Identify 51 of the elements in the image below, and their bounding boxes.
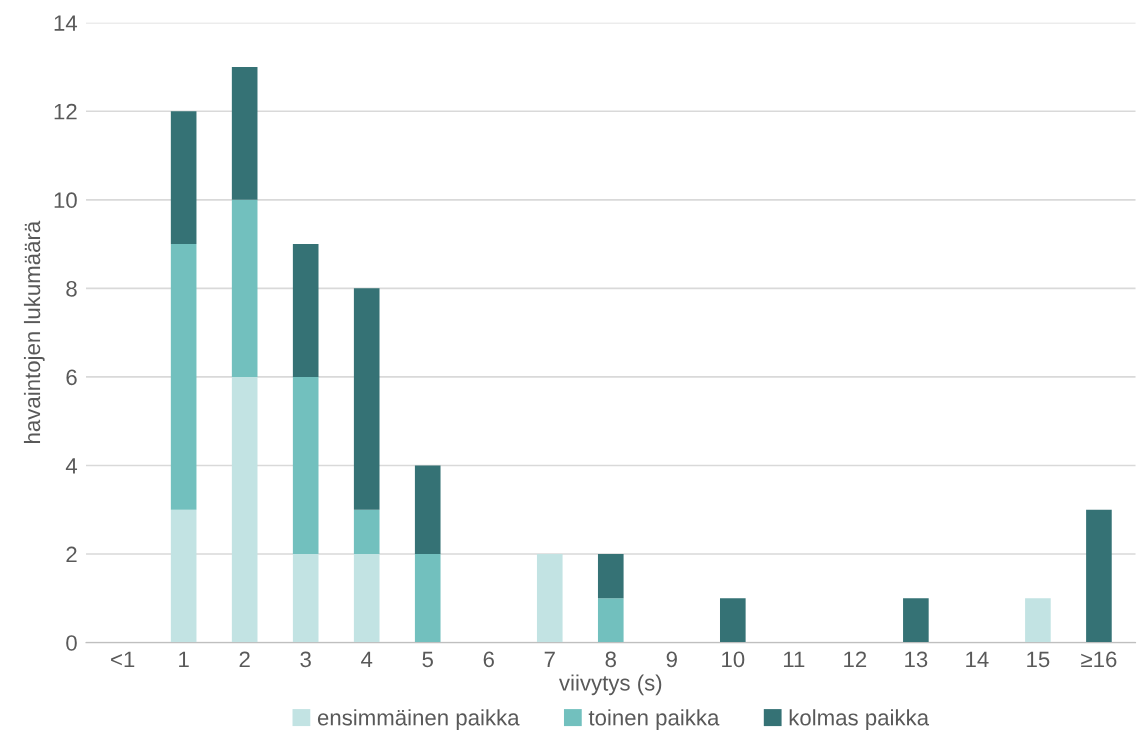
bar (903, 598, 929, 643)
bar (414, 554, 441, 643)
bar (231, 376, 258, 643)
x-tick-label: 12 (844, 651, 867, 668)
legend-label: kolmas paikka (789, 709, 930, 730)
x-tick-label: 9 (666, 651, 677, 668)
y-tick-label: 2 (66, 546, 77, 563)
bar (597, 598, 624, 643)
x-tick-label: 7 (544, 651, 555, 668)
y-tick-label: 0 (66, 635, 77, 651)
bar (1025, 598, 1051, 643)
bar (353, 554, 380, 643)
y-tick-label: 8 (66, 280, 77, 297)
bar (231, 66, 258, 200)
y-tick-label: 14 (54, 15, 78, 31)
bar (597, 554, 624, 599)
bar (353, 288, 380, 510)
x-tick-label: 5 (422, 651, 433, 668)
bar (1086, 509, 1112, 643)
legend-label: toinen paikka (588, 709, 720, 730)
y-tick-label: 6 (66, 369, 77, 386)
bar (720, 598, 746, 643)
x-tick-label: 10 (722, 651, 745, 668)
x-tick-label: 8 (605, 651, 616, 668)
x-tick-label: 14 (966, 651, 989, 668)
x-tick-label: 13 (905, 651, 928, 668)
bar (414, 465, 441, 555)
bar (292, 554, 319, 643)
bar (353, 509, 380, 555)
bar (170, 244, 197, 510)
x-tick-label: 11 (783, 651, 805, 668)
y-axis-title: havaintojen lukumäärä (23, 220, 45, 443)
x-tick-label: 3 (300, 651, 311, 668)
bar (231, 199, 258, 377)
x-tick-label: 6 (483, 651, 494, 668)
y-tick-label: 4 (65, 458, 78, 474)
y-tick-label: 10 (54, 192, 77, 209)
x-tick-label: <1 (111, 651, 135, 668)
x-tick-label: 1 (179, 651, 189, 668)
bar (170, 111, 197, 245)
x-tick-label: 2 (239, 651, 250, 668)
x-tick-label: ≥16 (1081, 651, 1117, 668)
bar (170, 509, 197, 643)
x-tick-label: 15 (1027, 651, 1050, 668)
y-tick-label: 12 (54, 103, 77, 120)
x-tick-label: 4 (361, 651, 373, 668)
bar (292, 376, 319, 555)
bar (536, 554, 563, 643)
bar (292, 244, 319, 377)
x-axis-title: viivytys (s) (559, 674, 662, 696)
legend-label: ensimmäinen paikka (317, 709, 520, 730)
